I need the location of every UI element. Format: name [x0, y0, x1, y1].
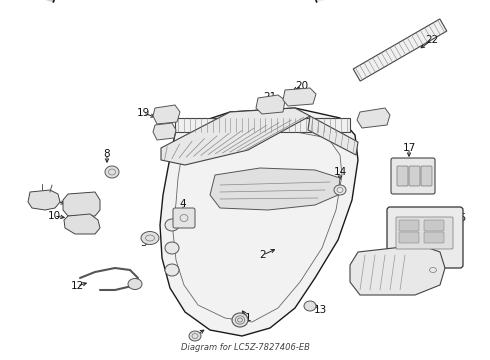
- Polygon shape: [153, 105, 180, 124]
- FancyBboxPatch shape: [391, 158, 435, 194]
- Polygon shape: [63, 192, 100, 216]
- Ellipse shape: [165, 264, 179, 276]
- Text: 6: 6: [269, 178, 275, 188]
- Ellipse shape: [426, 265, 440, 275]
- Ellipse shape: [128, 279, 142, 289]
- Polygon shape: [161, 108, 310, 165]
- Text: 10: 10: [48, 211, 61, 221]
- Text: 14: 14: [333, 167, 346, 177]
- Text: 17: 17: [402, 143, 416, 153]
- Text: 19: 19: [136, 108, 149, 118]
- Text: 9: 9: [50, 195, 57, 205]
- Text: 20: 20: [295, 81, 309, 91]
- Ellipse shape: [105, 166, 119, 178]
- Text: 8: 8: [104, 149, 110, 159]
- Text: 2: 2: [260, 250, 266, 260]
- Polygon shape: [46, 0, 137, 2]
- Polygon shape: [353, 19, 447, 81]
- Ellipse shape: [165, 219, 179, 231]
- FancyBboxPatch shape: [409, 166, 420, 186]
- Text: 12: 12: [71, 281, 84, 291]
- Text: 4: 4: [180, 199, 186, 209]
- Polygon shape: [283, 88, 316, 106]
- Polygon shape: [28, 190, 60, 210]
- Ellipse shape: [189, 331, 201, 341]
- Polygon shape: [350, 245, 445, 295]
- Ellipse shape: [232, 313, 248, 327]
- Polygon shape: [64, 214, 100, 234]
- Text: 5: 5: [140, 238, 147, 248]
- Text: 16: 16: [440, 230, 453, 240]
- FancyBboxPatch shape: [397, 166, 408, 186]
- Text: 13: 13: [314, 305, 327, 315]
- Ellipse shape: [141, 231, 159, 244]
- Text: 3: 3: [192, 331, 198, 341]
- Text: 21: 21: [264, 92, 277, 102]
- FancyBboxPatch shape: [424, 220, 444, 231]
- Text: Diagram for LC5Z-7827406-EB: Diagram for LC5Z-7827406-EB: [180, 343, 310, 352]
- Text: 1: 1: [245, 313, 251, 323]
- Text: 7: 7: [26, 194, 33, 204]
- Text: 15: 15: [453, 213, 466, 223]
- FancyBboxPatch shape: [399, 220, 419, 231]
- Polygon shape: [308, 116, 358, 155]
- Polygon shape: [175, 118, 350, 132]
- FancyBboxPatch shape: [399, 232, 419, 243]
- FancyBboxPatch shape: [173, 208, 195, 228]
- Polygon shape: [160, 108, 358, 336]
- FancyBboxPatch shape: [396, 217, 453, 249]
- Text: 22: 22: [425, 35, 439, 45]
- Ellipse shape: [304, 301, 316, 311]
- FancyBboxPatch shape: [421, 166, 432, 186]
- Ellipse shape: [334, 185, 346, 195]
- Polygon shape: [210, 168, 340, 210]
- Polygon shape: [357, 108, 390, 128]
- Polygon shape: [256, 95, 285, 114]
- Polygon shape: [46, 0, 324, 2]
- Text: 18: 18: [373, 111, 387, 121]
- FancyBboxPatch shape: [424, 232, 444, 243]
- Polygon shape: [153, 123, 176, 140]
- Text: 11: 11: [380, 269, 393, 279]
- FancyBboxPatch shape: [387, 207, 463, 268]
- Ellipse shape: [165, 242, 179, 254]
